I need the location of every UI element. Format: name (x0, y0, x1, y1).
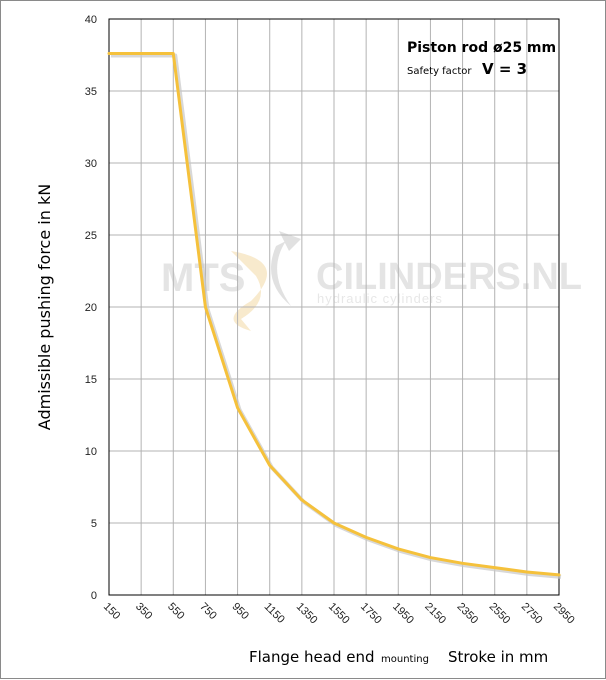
series-point (236, 406, 239, 409)
y-axis-label: Admissible pushing force in kN (35, 184, 54, 430)
annotation-safety-factor-value: V = 3 (482, 60, 527, 78)
watermark-logo: MTS CILINDERS.NL hydraulic cylinders (161, 231, 582, 331)
series-point (268, 464, 271, 467)
x-axis-label-mounting-type: Flange head end (249, 648, 375, 666)
plot-border (108, 18, 560, 596)
x-tick-label: 1550 (326, 601, 352, 627)
x-tick-label: 2950 (551, 601, 577, 627)
y-tick-label: 15 (85, 374, 97, 386)
x-tick-label: 750 (197, 601, 218, 622)
series-point (332, 521, 336, 525)
series-point (300, 498, 304, 502)
series-point (107, 52, 111, 55)
x-tick-label: 2750 (519, 601, 545, 627)
series-point (172, 52, 175, 55)
x-tick-label: 550 (165, 601, 186, 622)
x-tick-label: 950 (229, 601, 250, 622)
x-axis-label-mounting-word: mounting (381, 654, 429, 665)
x-tick-label: 1750 (358, 601, 384, 627)
x-tick-labels: 150 350 550 750 950 1150 1350 1550 1750 1950 2150 2… (101, 601, 577, 627)
watermark-sub: hydraulic cylinders (317, 291, 443, 306)
plot-area-border (108, 18, 560, 596)
series-point (429, 556, 432, 559)
x-tick-label: 2350 (454, 601, 480, 627)
x-tick-label: 1150 (262, 601, 287, 626)
x-tick-label: 2150 (422, 601, 448, 627)
y-tick-label: 10 (85, 446, 97, 458)
series-line-shadow (111, 53, 562, 579)
series-point (364, 536, 368, 539)
series-point (557, 573, 561, 577)
y-tick-label: 20 (85, 302, 97, 314)
annotation-safety-factor-label: Safety factor (407, 66, 472, 77)
annotation-piston-rod: Piston rod ø25 mm (407, 40, 556, 56)
watermark-arrow-icon (271, 231, 301, 306)
series (107, 52, 561, 577)
gridlines (109, 18, 559, 595)
x-axis-label-stroke: Stroke in mm (448, 648, 548, 666)
series-point (139, 52, 143, 55)
y-tick-labels: 0 5 10 15 20 25 30 35 40 (85, 14, 97, 602)
y-tick-label: 5 (91, 518, 97, 530)
x-tick-label: 350 (133, 601, 154, 622)
watermark-brand: CILINDERS.NL (316, 256, 582, 298)
watermark-swoosh-icon (231, 251, 267, 331)
y-tick-label: 0 (91, 590, 97, 602)
series-point (493, 566, 496, 569)
x-tick-label: 2550 (487, 601, 513, 627)
y-tick-label: 25 (85, 230, 97, 242)
x-tick-label: 1350 (294, 601, 320, 627)
series-point (397, 547, 400, 551)
y-tick-label: 40 (85, 14, 97, 26)
series-shadow (111, 53, 562, 579)
x-tick-label: 1950 (390, 601, 416, 627)
y-tick-label: 35 (85, 86, 97, 98)
series-point (204, 305, 207, 309)
series-point (461, 562, 464, 565)
y-tick-label: 30 (85, 158, 97, 170)
x-tick-label: 150 (101, 601, 122, 622)
series-point (525, 570, 529, 574)
